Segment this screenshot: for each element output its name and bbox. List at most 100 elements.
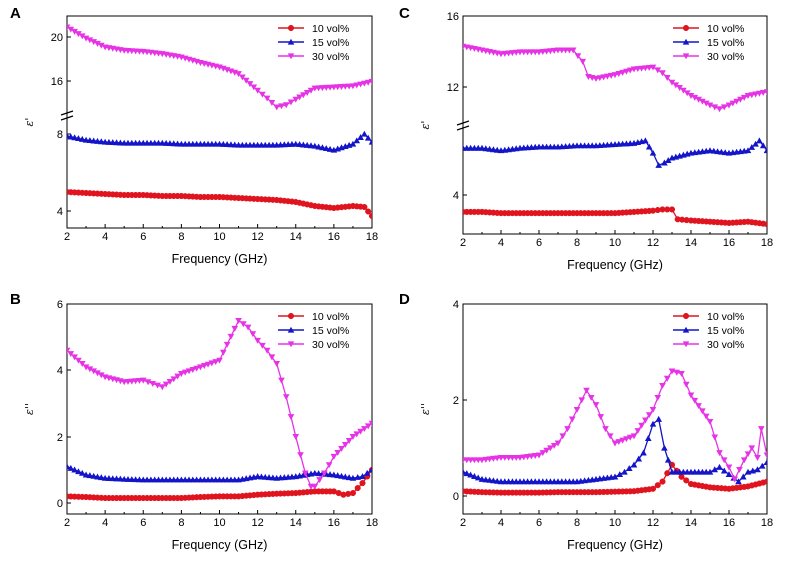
data-point [642, 137, 649, 144]
data-point [583, 387, 590, 394]
data-point [672, 82, 680, 89]
y-tick-label: 16 [51, 76, 63, 88]
x-tick-label: 10 [213, 517, 225, 529]
data-point [630, 461, 638, 468]
data-point [604, 73, 611, 80]
data-point [353, 137, 361, 144]
data-point [204, 361, 212, 368]
data-point [67, 24, 71, 31]
axis-break-mark [456, 125, 470, 131]
data-point [144, 379, 152, 386]
data-point [250, 84, 258, 91]
data-point [354, 473, 362, 480]
data-point [212, 359, 219, 366]
data-point [94, 40, 101, 47]
data-point [287, 99, 295, 106]
data-point [763, 452, 767, 459]
data-point [758, 462, 766, 469]
data-point [166, 378, 174, 385]
data-point [615, 71, 623, 77]
data-point [716, 106, 723, 113]
x-tick-label: 8 [178, 517, 184, 529]
data-point [616, 471, 624, 478]
data-point [349, 474, 357, 481]
y-tick-label: 8 [57, 129, 63, 141]
series-10-vol [463, 206, 767, 228]
data-point [759, 142, 767, 149]
panel-letter: A [10, 5, 21, 22]
data-point [154, 382, 161, 389]
x-tick-label: 14 [290, 517, 302, 529]
data-point [736, 466, 743, 473]
data-point [82, 364, 90, 371]
legend: 10 vol% 15 vol% 30 vol% [673, 311, 744, 351]
data-point [635, 455, 643, 462]
series-10-vol [67, 188, 372, 220]
data-point [733, 98, 740, 105]
y-tick-label: 12 [447, 82, 459, 94]
data-point [71, 28, 78, 35]
data-point [626, 434, 634, 441]
series-15-vol [463, 137, 767, 168]
data-point [731, 476, 738, 483]
data-point [682, 381, 690, 388]
data-point [763, 478, 767, 485]
data-point [678, 473, 685, 480]
data-point [735, 478, 742, 485]
x-tick-label: 12 [252, 517, 264, 529]
data-point [254, 87, 261, 94]
y-tick-label: 6 [57, 299, 63, 311]
data-point [254, 337, 261, 344]
data-point [149, 380, 157, 387]
data-point [330, 453, 338, 460]
panel-c: C 2 4 6 8 10 12 14 16 18 4 12 16 Frequency (GHz) ε' 10 … [399, 5, 773, 272]
data-point [98, 372, 105, 379]
data-point [574, 53, 582, 60]
data-point [67, 26, 75, 33]
data-point [263, 95, 271, 102]
legend-label: 15 vol% [707, 325, 744, 337]
data-point [729, 100, 737, 107]
data-point [763, 221, 767, 228]
data-point [363, 469, 371, 476]
data-point [754, 454, 761, 461]
data-point [94, 370, 101, 377]
x-tick-label: 10 [213, 231, 225, 243]
data-point [579, 58, 586, 65]
data-point [725, 464, 733, 471]
data-point [345, 474, 353, 481]
data-point [471, 473, 478, 479]
x-tick-label: 16 [723, 237, 735, 249]
data-point [739, 473, 747, 480]
legend-label: 30 vol% [707, 339, 744, 351]
data-point [67, 132, 71, 139]
x-tick-label: 4 [102, 231, 108, 243]
data-point [463, 470, 471, 477]
data-point [748, 92, 756, 99]
data-point [82, 471, 90, 478]
data-point [292, 96, 300, 103]
legend-marker [682, 341, 690, 348]
data-point [539, 450, 547, 457]
data-point [752, 140, 759, 147]
data-point [664, 470, 671, 477]
data-point [357, 81, 364, 88]
x-tick-label: 16 [723, 517, 735, 529]
data-point [592, 402, 600, 409]
data-point [357, 428, 364, 435]
series-30-vol [67, 24, 372, 111]
data-point [246, 81, 254, 88]
data-point [361, 130, 368, 137]
y-axis-label: ε'' [23, 403, 36, 415]
data-point [353, 431, 361, 438]
data-point [303, 90, 311, 96]
data-point [611, 72, 619, 79]
y-tick-label: 0 [453, 491, 459, 503]
y-tick-label: 4 [453, 190, 459, 202]
legend-label: 30 vol% [312, 51, 349, 63]
data-point [597, 414, 605, 421]
data-point [625, 465, 633, 472]
data-point [691, 397, 699, 404]
data-point [330, 471, 338, 478]
legend-label: 15 vol% [312, 325, 349, 337]
